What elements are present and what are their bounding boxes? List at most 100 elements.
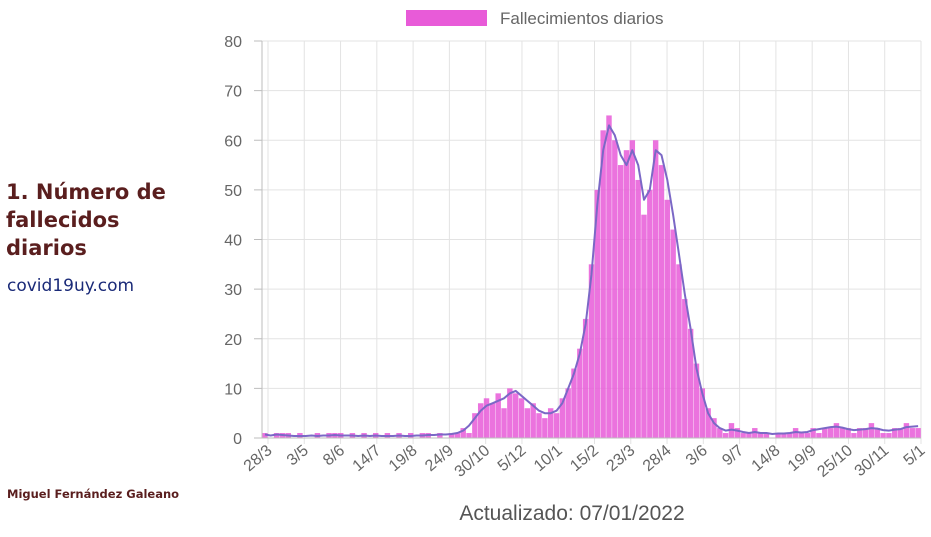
y-tick-label: 70 [224,84,242,101]
bar [530,403,536,438]
bar [798,433,805,438]
bar [600,130,606,438]
bar [722,433,729,438]
average-line-series [264,124,919,437]
x-tick-label: 10/1 [531,442,566,475]
bar [472,413,478,438]
y-tick-label: 50 [224,183,242,200]
y-tick-label: 80 [224,34,242,51]
bar [483,398,490,438]
y-tick-label: 30 [224,282,242,299]
bar [711,418,717,438]
bar [658,165,665,438]
x-tick-label: 24/9 [422,442,457,475]
bar [892,428,898,438]
bar [495,393,501,438]
y-tick-label: 0 [233,431,242,448]
x-tick-label: 3/6 [683,442,711,469]
x-tick-label: 3/5 [284,442,312,469]
x-tick-label: 30/10 [452,442,494,481]
bar [868,423,875,438]
bar [804,433,810,438]
bar [594,189,601,438]
author-credit: Miguel Fernández Galeano [7,487,180,501]
bar [641,214,647,438]
bar [577,348,583,438]
bar [559,398,566,438]
bar [851,433,857,438]
y-tick-label: 20 [224,332,242,349]
bar [262,433,268,438]
bar [886,433,892,438]
bar [880,433,886,438]
bar [810,428,816,438]
x-tick-label: 28/3 [241,442,276,475]
x-tick-label: 23/3 [604,442,639,475]
bar [717,428,723,438]
average-line [264,124,919,437]
bar [273,433,280,438]
bar [507,388,513,438]
bar [588,264,595,438]
bar [512,393,519,438]
bar [693,363,700,438]
bar [652,140,659,438]
bar [787,433,793,438]
y-tick-label: 40 [224,233,242,250]
bar [553,413,560,438]
x-tick-label: 5/1 [901,442,929,469]
y-tick-label: 10 [224,381,242,398]
legend[interactable]: Fallecimientos diarios [406,9,663,28]
bar [734,428,741,438]
x-tick-label: 8/6 [320,442,348,469]
bar [705,408,711,438]
bar [536,413,542,438]
bar [857,428,863,438]
x-tick-label: 28/4 [640,442,675,475]
legend-label: Fallecimientos diarios [500,9,663,28]
source-link[interactable]: covid19uy.com [7,276,135,296]
bar [664,199,671,438]
x-tick-label: 14/8 [749,442,784,475]
bar [903,423,910,438]
bar [862,428,869,438]
bar [477,403,484,438]
bar [571,368,577,438]
bar [822,428,828,438]
bar [623,150,630,439]
bar [897,428,904,438]
bar [454,433,461,438]
bar [746,433,752,438]
bar [757,433,764,438]
bar [547,408,554,438]
bar [781,433,787,438]
bar [565,388,571,438]
bar [839,428,845,438]
bar [612,140,618,438]
bar [699,388,706,438]
bar [915,428,921,438]
bar [489,403,496,438]
bar [466,433,472,438]
x-axis: 28/3 3/5 8/6 14/7 19/8 24/930/10 5/12 10/1 15/2 2… [241,437,929,481]
bar [582,318,589,438]
bar [437,433,443,438]
x-tick-label: 5/12 [495,442,530,475]
x-tick-label: 19/8 [386,442,421,475]
bar [816,433,822,438]
bar [617,165,624,438]
bar [682,299,688,438]
bar [524,408,531,438]
bar [833,423,840,438]
legend-swatch [406,10,487,26]
bar [740,433,746,438]
bar [775,433,781,438]
x-tick-label: 15/2 [567,442,602,475]
bar [827,428,834,438]
bar [676,264,682,438]
x-tick-label: 25/10 [814,442,856,481]
bar [460,428,466,438]
x-tick-label: 9/7 [719,442,747,469]
bar [752,428,758,438]
